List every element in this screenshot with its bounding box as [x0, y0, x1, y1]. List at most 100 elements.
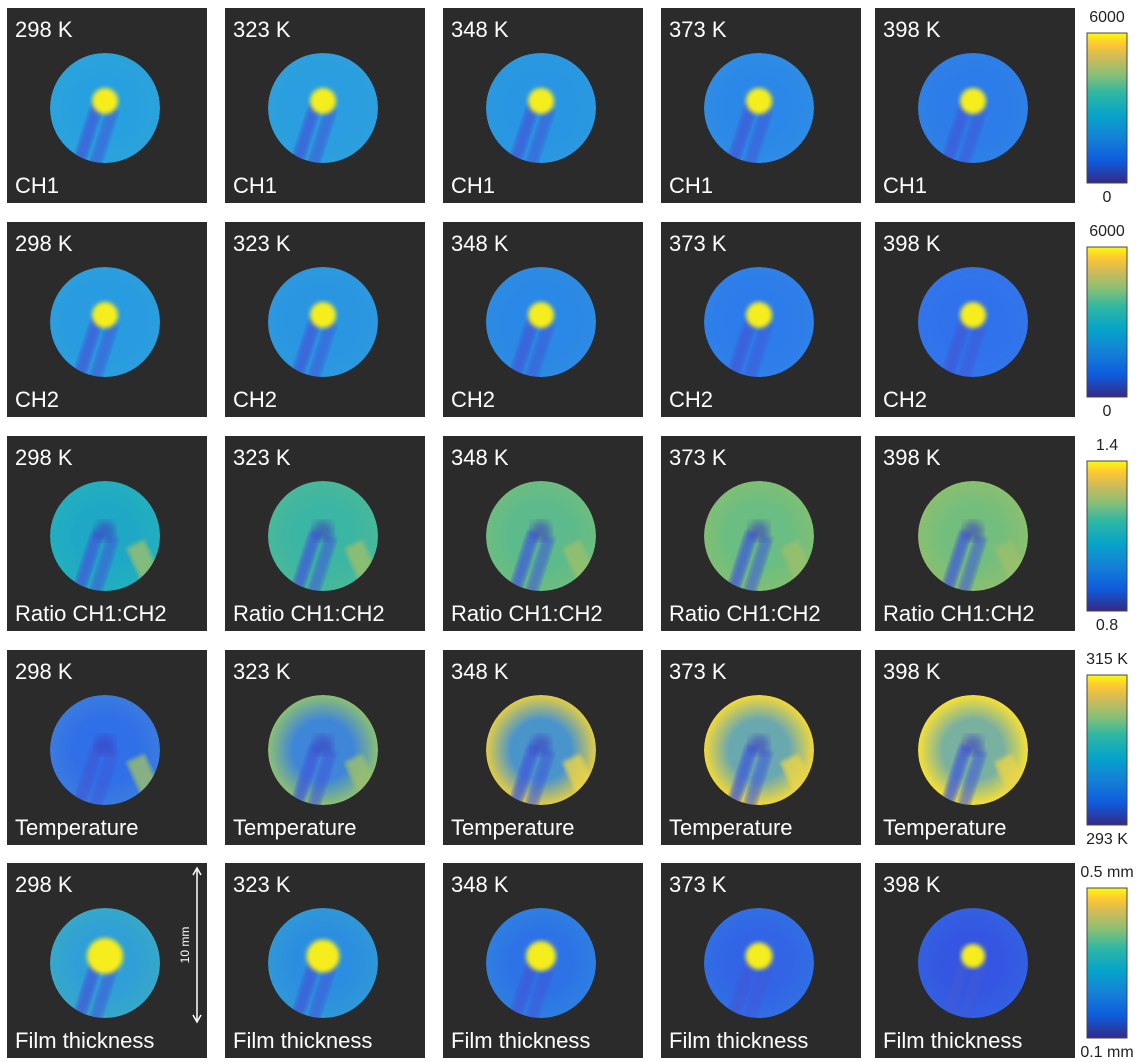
- channel-label: CH2: [669, 387, 713, 412]
- sample-image: [486, 267, 596, 377]
- probe-shadow: [506, 743, 540, 805]
- channel-label: Temperature: [883, 815, 1007, 840]
- probe-shadow: [303, 106, 337, 163]
- sample-image: [50, 908, 160, 1018]
- sample-image: [704, 481, 814, 591]
- temperature-label: 323 K: [233, 17, 291, 42]
- sample-image: [704, 53, 814, 163]
- temperature-label: 398 K: [883, 872, 941, 897]
- channel-label: Film thickness: [451, 1028, 590, 1053]
- temperature-label: 348 K: [451, 231, 509, 256]
- probe-shadow: [85, 534, 119, 591]
- probe-shadow: [506, 956, 540, 1018]
- sample-image: [704, 267, 814, 377]
- probe-shadow: [303, 748, 337, 805]
- probe-shadow: [70, 529, 104, 591]
- temperature-label: 373 K: [669, 231, 727, 256]
- panel: 348 K Film thickness: [443, 863, 643, 1058]
- panel: 323 K CH2: [225, 222, 425, 417]
- hot-spot: [528, 88, 554, 114]
- panel: 298 K CH2: [7, 222, 207, 417]
- channel-label: CH1: [669, 173, 713, 198]
- probe-shadow: [724, 315, 758, 377]
- hot-spot: [87, 938, 123, 974]
- channel-label: Film thickness: [669, 1028, 808, 1053]
- sample-image: [918, 908, 1028, 1018]
- sample-image: [268, 481, 378, 591]
- probe-shadow: [85, 748, 119, 805]
- colorbar: [1086, 246, 1128, 398]
- probe-shadow: [521, 106, 555, 163]
- colorbar-max: 6000: [1089, 223, 1125, 240]
- channel-label: CH1: [883, 173, 927, 198]
- hot-spot: [960, 302, 986, 328]
- hot-spot: [310, 302, 336, 328]
- sample-image: [268, 267, 378, 377]
- probe-shadow: [506, 529, 540, 591]
- colorbar-max: 6000: [1089, 9, 1125, 26]
- channel-label: Film thickness: [883, 1028, 1022, 1053]
- colorbar-min: 293 K: [1086, 831, 1128, 848]
- sample-image: [918, 695, 1028, 805]
- center-dark: [95, 735, 115, 755]
- probe-shadow: [85, 106, 119, 163]
- temperature-label: 373 K: [669, 872, 727, 897]
- colorbar: [1086, 674, 1128, 826]
- colorbar: [1086, 887, 1128, 1039]
- scale-arrow: [192, 1014, 202, 1024]
- sample-image: [50, 481, 160, 591]
- colorbar-min: 0.1 mm: [1080, 1044, 1133, 1061]
- colorbar-max: 1.4: [1096, 437, 1118, 454]
- sample-image: [918, 267, 1028, 377]
- temperature-label: 373 K: [669, 659, 727, 684]
- probe-shadow: [506, 315, 540, 377]
- panel: 373 K Temperature: [661, 650, 861, 845]
- temperature-label: 323 K: [233, 872, 291, 897]
- panel: 398 K Ratio CH1:CH2: [875, 436, 1075, 631]
- scale-label: 10 mm: [178, 927, 192, 964]
- hot-spot: [528, 302, 554, 328]
- center-dark: [95, 521, 115, 541]
- hot-spot: [92, 302, 118, 328]
- channel-label: CH2: [233, 387, 277, 412]
- panel: 323 K Ratio CH1:CH2: [225, 436, 425, 631]
- channel-label: Ratio CH1:CH2: [883, 601, 1035, 626]
- colorbar: [1086, 32, 1128, 184]
- temperature-label: 323 K: [233, 659, 291, 684]
- temperature-label: 323 K: [233, 445, 291, 470]
- probe-shadow: [303, 320, 337, 377]
- panel: 373 K CH2: [661, 222, 861, 417]
- temperature-label: 348 K: [451, 659, 509, 684]
- channel-label: Temperature: [15, 815, 139, 840]
- temperature-label: 348 K: [451, 872, 509, 897]
- probe-shadow: [938, 743, 972, 805]
- channel-label: CH1: [451, 173, 495, 198]
- probe-shadow: [70, 743, 104, 805]
- center-dark: [531, 521, 551, 541]
- hot-spot: [310, 88, 336, 114]
- temperature-label: 298 K: [15, 872, 73, 897]
- channel-label: CH2: [451, 387, 495, 412]
- hot-spot: [961, 944, 985, 968]
- sample-image: [486, 695, 596, 805]
- sample-image: [486, 53, 596, 163]
- probe-shadow: [739, 320, 773, 377]
- channel-label: Temperature: [233, 815, 357, 840]
- temperature-label: 348 K: [451, 17, 509, 42]
- hot-spot: [960, 88, 986, 114]
- temperature-label: 373 K: [669, 17, 727, 42]
- center-dark: [963, 735, 983, 755]
- probe-shadow: [288, 315, 322, 377]
- center-dark: [963, 521, 983, 541]
- panel: 298 K Temperature: [7, 650, 207, 845]
- probe-shadow: [724, 101, 758, 163]
- panel: 323 K Film thickness: [225, 863, 425, 1058]
- channel-label: Film thickness: [233, 1028, 372, 1053]
- panel: 323 K CH1: [225, 8, 425, 203]
- sample-image: [50, 53, 160, 163]
- colorbar-min: 0: [1103, 189, 1112, 206]
- temperature-label: 298 K: [15, 445, 73, 470]
- colorbar-max: 315 K: [1086, 651, 1128, 668]
- probe-shadow: [953, 534, 987, 591]
